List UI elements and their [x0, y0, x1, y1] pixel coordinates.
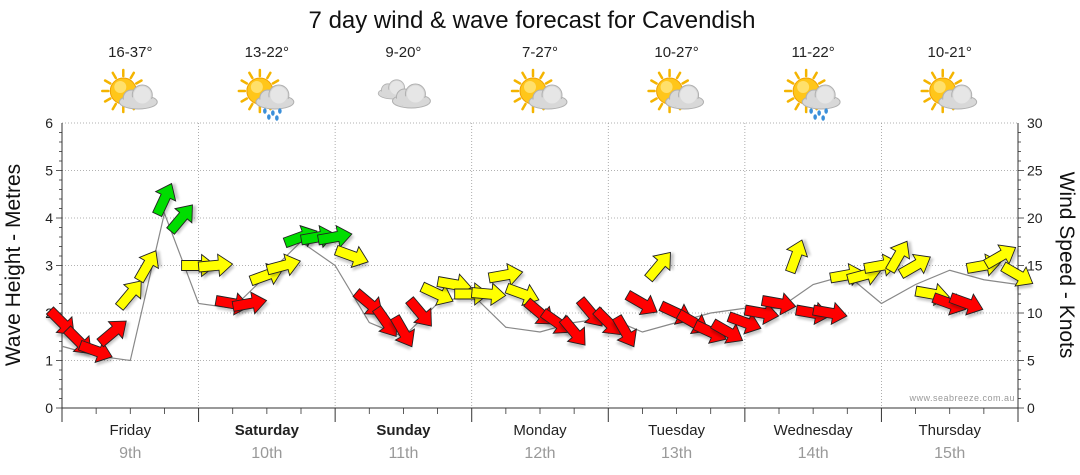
y2-tick-label: 25	[1027, 163, 1043, 179]
sun-cloud-icon	[920, 68, 978, 114]
wind-arrow	[558, 315, 586, 349]
y-tick-label: 1	[45, 353, 53, 369]
y2-tick-label: 20	[1027, 210, 1043, 226]
wind-arrow	[610, 314, 638, 350]
wind-arrow	[812, 301, 849, 328]
wind-arrow	[133, 250, 163, 284]
y-tick-label: 3	[45, 258, 53, 274]
day-label: Thursday	[918, 422, 981, 439]
day-label: Tuesday	[648, 422, 705, 439]
date-label: 9th	[119, 445, 141, 462]
temperature-label: 10-27°	[654, 44, 698, 61]
y2-tick-label: 5	[1027, 353, 1035, 369]
day-label: Friday	[109, 422, 151, 439]
sun-cloud-icon	[101, 68, 158, 114]
temperature-label: 10-21°	[928, 44, 972, 61]
y2-axis-title: Wind Speed - Knots	[1055, 172, 1078, 359]
wind-arrow	[404, 296, 432, 330]
day-label: Sunday	[376, 422, 431, 439]
y2-tick-label: 10	[1027, 305, 1043, 321]
y2-tick-label: 15	[1027, 258, 1043, 274]
wind-arrow	[470, 282, 508, 309]
credit-text: www.seabreeze.com.au	[908, 393, 1015, 403]
wind-arrow	[114, 280, 145, 311]
sun-cloud-icon	[510, 68, 568, 114]
wind-arrow	[948, 292, 984, 319]
y-tick-label: 0	[45, 400, 53, 416]
wind-arrow	[96, 320, 130, 348]
chart-title: 7 day wind & wave forecast for Cavendish	[309, 7, 756, 34]
wind-arrow	[897, 253, 934, 280]
temperature-label: 9-20°	[385, 44, 421, 61]
sun-cloud-icon	[647, 68, 705, 114]
wind-arrow	[316, 224, 355, 250]
wind-arrow	[1000, 261, 1034, 290]
date-label: 11th	[388, 445, 418, 462]
temperature-label: 13-22°	[245, 44, 289, 61]
temperature-label: 7-27°	[522, 44, 558, 61]
cloud-icon	[377, 79, 431, 109]
date-label: 10th	[251, 445, 282, 462]
day-label: Saturday	[235, 422, 300, 439]
wind-arrow	[624, 290, 658, 319]
wind-arrow	[644, 251, 675, 283]
date-label: 15th	[934, 445, 965, 462]
wind-arrow	[983, 244, 1019, 271]
wind-arrow	[152, 182, 180, 218]
y-tick-label: 5	[45, 163, 53, 179]
day-label: Monday	[513, 422, 567, 439]
date-label: 14th	[798, 445, 829, 462]
sun-cloud-rain-icon	[237, 68, 295, 121]
wind-arrow	[388, 314, 416, 350]
date-label: 12th	[524, 445, 555, 462]
temperature-label: 11-22°	[792, 44, 835, 61]
y-tick-label: 4	[45, 210, 53, 226]
y-tick-label: 6	[45, 115, 53, 131]
wind-arrow	[709, 318, 744, 347]
wind-arrow	[785, 239, 811, 275]
sun-cloud-rain-icon	[783, 68, 841, 121]
wind-arrow	[231, 291, 270, 317]
y2-tick-label: 0	[1027, 400, 1035, 416]
date-label: 13th	[661, 445, 692, 462]
wind-arrow	[197, 253, 235, 280]
temperature-label: 16-37°	[108, 44, 152, 61]
wind-arrow	[487, 262, 526, 288]
wind-arrow	[265, 253, 304, 278]
y-axis-title: Wave Height - Metres	[2, 164, 25, 366]
wind-arrow	[885, 240, 914, 274]
wind-arrow	[166, 204, 197, 235]
day-label: Wednesday	[774, 422, 853, 439]
y2-tick-label: 30	[1027, 115, 1043, 131]
wind-arrow	[333, 244, 370, 271]
wave-height-line	[61, 211, 1019, 362]
wind-arrow	[760, 292, 798, 319]
